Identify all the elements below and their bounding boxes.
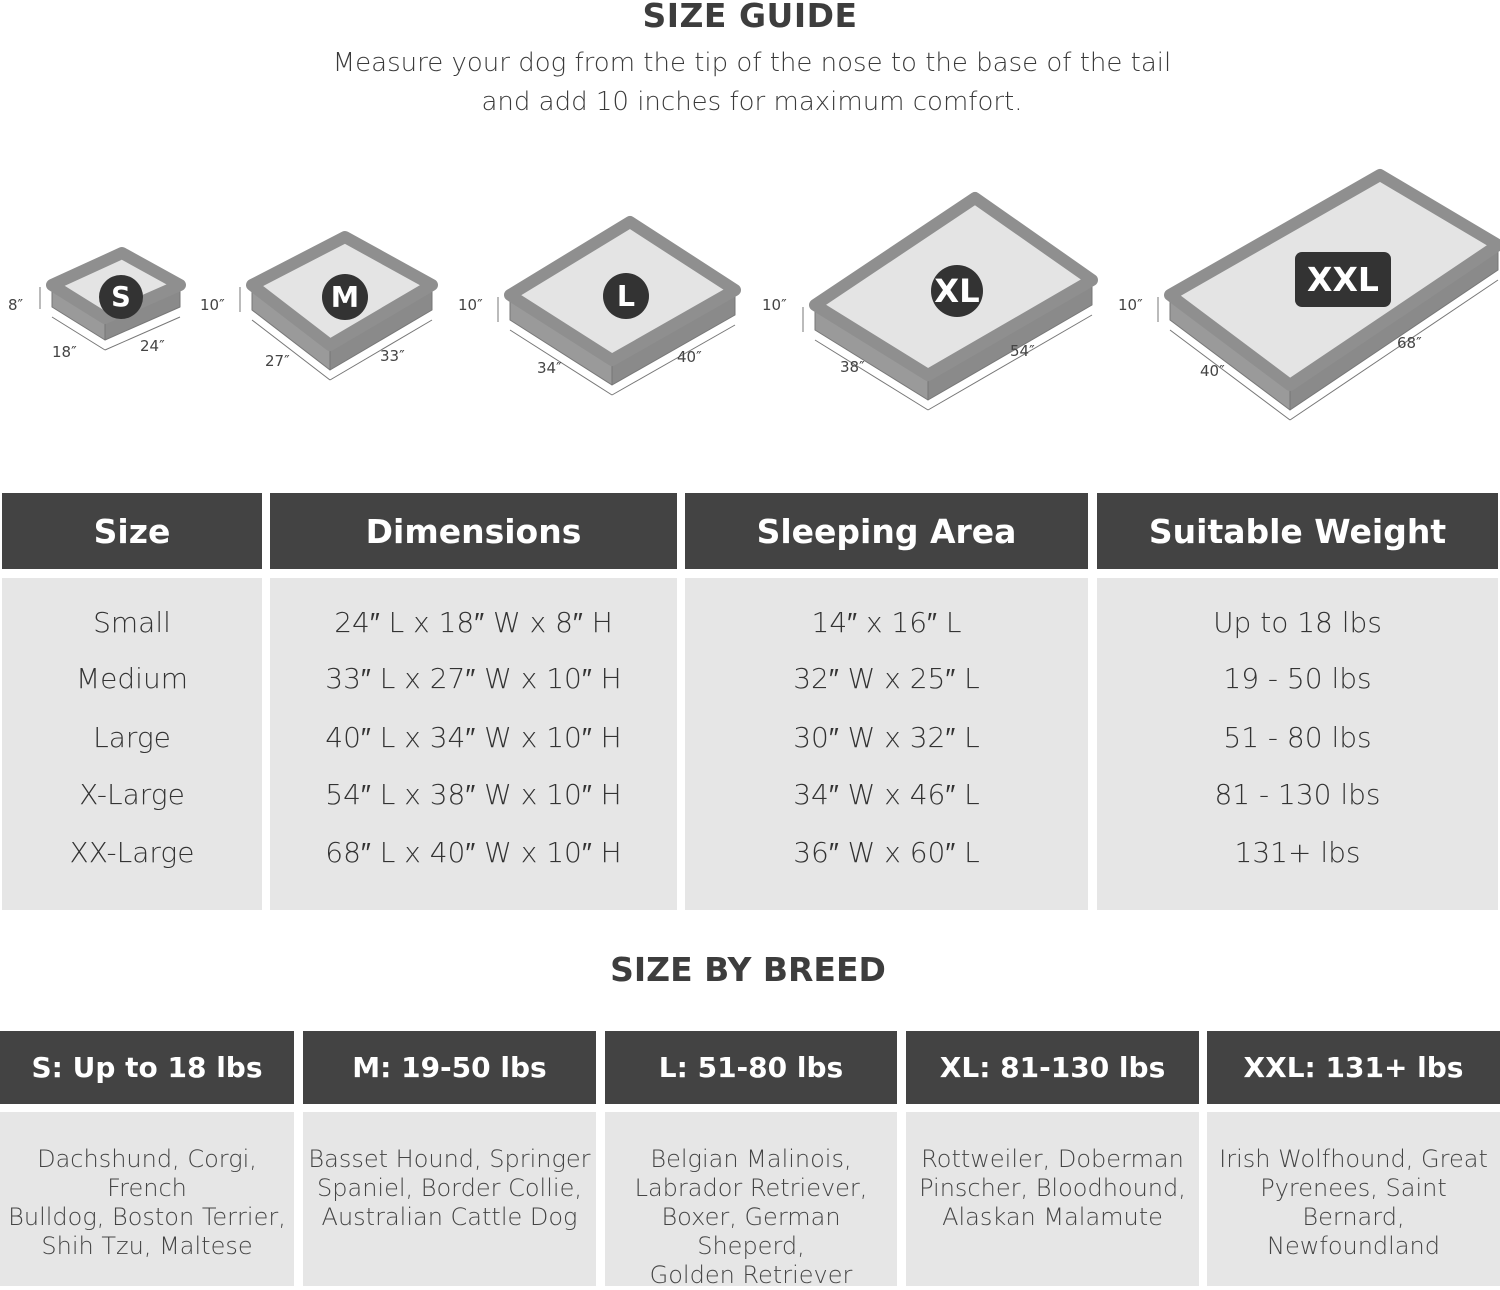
breed-line: Rottweiler, Doberman — [921, 1145, 1184, 1173]
size-table-column: Up to 18 lbs 19 - 50 lbs 51 - 80 lbs 81 - 1… — [1097, 578, 1498, 910]
size-badge: XL — [931, 265, 983, 317]
breed-header: M: 19-50 lbs — [303, 1031, 596, 1104]
length-dimension-line — [104, 316, 181, 351]
breed-line: Labrador Retriever, — [634, 1174, 868, 1202]
length-dimension-line — [927, 314, 1093, 411]
breed-line: Boxer, German Sheperd, — [661, 1203, 841, 1260]
length-dimension-line — [329, 319, 433, 381]
breed-line: Alaskan Malamute — [942, 1203, 1163, 1231]
size-table-cell: XX-Large — [69, 836, 195, 869]
bed-width-label: 40″ — [1200, 362, 1225, 380]
size-table-column: Small Medium Large X-Large XX-Large — [2, 578, 262, 910]
breed-header: S: Up to 18 lbs — [0, 1031, 294, 1104]
bed-height-label: 10″ — [1118, 296, 1143, 314]
size-table-cell: 19 - 50 lbs — [1223, 662, 1372, 695]
width-dimension-line — [509, 329, 613, 396]
bed-length-label: 54″ — [1010, 342, 1035, 360]
size-badge: L — [603, 273, 649, 319]
size-table-cell: 30″ W x 32″ L — [793, 721, 980, 754]
size-table-cell: Small — [93, 606, 171, 639]
size-table-cell: 51 - 80 lbs — [1223, 721, 1372, 754]
length-dimension-line — [1289, 279, 1499, 421]
size-table-header: Suitable Weight — [1097, 493, 1498, 569]
breed-header: XXL: 131+ lbs — [1207, 1031, 1500, 1104]
width-dimension-line — [251, 319, 331, 381]
bed-illustrations — [39, 169, 1500, 421]
size-table-header: Size — [2, 493, 262, 569]
size-table-cell: X-Large — [79, 778, 185, 811]
width-dimension-line — [1169, 329, 1291, 421]
size-badge: S — [99, 275, 143, 319]
size-badge: M — [322, 274, 368, 320]
size-table-cell: 34″ W x 46″ L — [793, 778, 980, 811]
breed-line: Irish Wolfhound, Great — [1219, 1145, 1488, 1173]
breed-header: L: 51-80 lbs — [605, 1031, 897, 1104]
breed-line: Spaniel, Border Collie, — [317, 1174, 582, 1202]
bed-height-label: 8″ — [8, 296, 24, 314]
size-table-cell: 32″ W x 25″ L — [793, 662, 980, 695]
size-table-cell: Large — [93, 721, 171, 754]
length-dimension-line — [611, 324, 736, 396]
size-badge: XXL — [1295, 252, 1391, 307]
width-dimension-line — [814, 339, 929, 411]
size-table-cell: 33″ L x 27″ W x 10″ H — [325, 662, 622, 695]
bed-width-label: 18″ — [52, 343, 77, 361]
size-table-column: 24″ L x 18″ W x 8″ H 33″ L x 27″ W x 10″ … — [270, 578, 677, 910]
bed-length-label: 40″ — [677, 348, 702, 366]
bed-height-label: 10″ — [458, 296, 483, 314]
breed-list: Basset Hound, Springer Spaniel, Border Co… — [303, 1112, 596, 1286]
breed-list: Rottweiler, Doberman Pinscher, Bloodhound… — [906, 1112, 1199, 1286]
size-table-cell: 54″ L x 38″ W x 10″ H — [325, 778, 622, 811]
size-table-cell: 36″ W x 60″ L — [793, 836, 980, 869]
subtitle-line-1: Measure your dog from the tip of the nos… — [332, 48, 1172, 78]
breed-line: Dachshund, Corgi, French — [37, 1145, 257, 1202]
breed-line: Newfoundland — [1267, 1232, 1440, 1260]
breed-section-title: SIZE BY BREED — [610, 950, 886, 989]
bed-length-label: 33″ — [380, 347, 405, 365]
breed-line: Australian Cattle Dog — [321, 1203, 578, 1231]
bed-width-label: 34″ — [537, 359, 562, 377]
breed-header: XL: 81-130 lbs — [906, 1031, 1199, 1104]
breed-line: Shih Tzu, Maltese — [41, 1232, 253, 1260]
bed-width-label: 38″ — [840, 358, 865, 376]
breed-list: Irish Wolfhound, Great Pyrenees, Saint Be… — [1207, 1112, 1500, 1286]
width-dimension-line — [51, 316, 106, 351]
breed-line: Golden Retriever — [649, 1261, 853, 1289]
size-table-header: Dimensions — [270, 493, 677, 569]
page-title: SIZE GUIDE — [642, 0, 858, 35]
bed-length-label: 24″ — [140, 337, 165, 355]
size-table-cell: 68″ L x 40″ W x 10″ H — [325, 836, 622, 869]
size-table-cell: Medium — [76, 662, 188, 695]
size-table-cell: 40″ L x 34″ W x 10″ H — [325, 721, 622, 754]
subtitle-line-2: and add 10 inches for maximum comfort. — [481, 87, 1023, 117]
size-table-cell: 24″ L x 18″ W x 8″ H — [334, 606, 613, 639]
bed-height-label: 10″ — [762, 296, 787, 314]
breed-line: Belgian Malinois, — [650, 1145, 852, 1173]
size-table-cell: 131+ lbs — [1234, 836, 1361, 869]
breed-line: Basset Hound, Springer — [308, 1145, 591, 1173]
breed-line: Pyrenees, Saint Bernard, — [1260, 1174, 1447, 1231]
breed-line: Pinscher, Bloodhound, — [919, 1174, 1186, 1202]
size-table-header: Sleeping Area — [685, 493, 1088, 569]
bed-width-label: 27″ — [265, 352, 290, 370]
size-table-cell: 14″ x 16″ L — [811, 606, 962, 639]
bed-height-label: 10″ — [200, 296, 225, 314]
size-table-column: 14″ x 16″ L 32″ W x 25″ L 30″ W x 32″ L 34″… — [685, 578, 1088, 910]
size-table-cell: 81 - 130 lbs — [1214, 778, 1381, 811]
breed-list: Dachshund, Corgi, French Bulldog, Boston … — [0, 1112, 294, 1286]
breed-list: Belgian Malinois, Labrador Retriever, Boxe… — [605, 1112, 897, 1289]
size-table-cell: Up to 18 lbs — [1213, 606, 1382, 639]
bed-length-label: 68″ — [1397, 334, 1422, 352]
breed-line: Bulldog, Boston Terrier, — [8, 1203, 286, 1231]
